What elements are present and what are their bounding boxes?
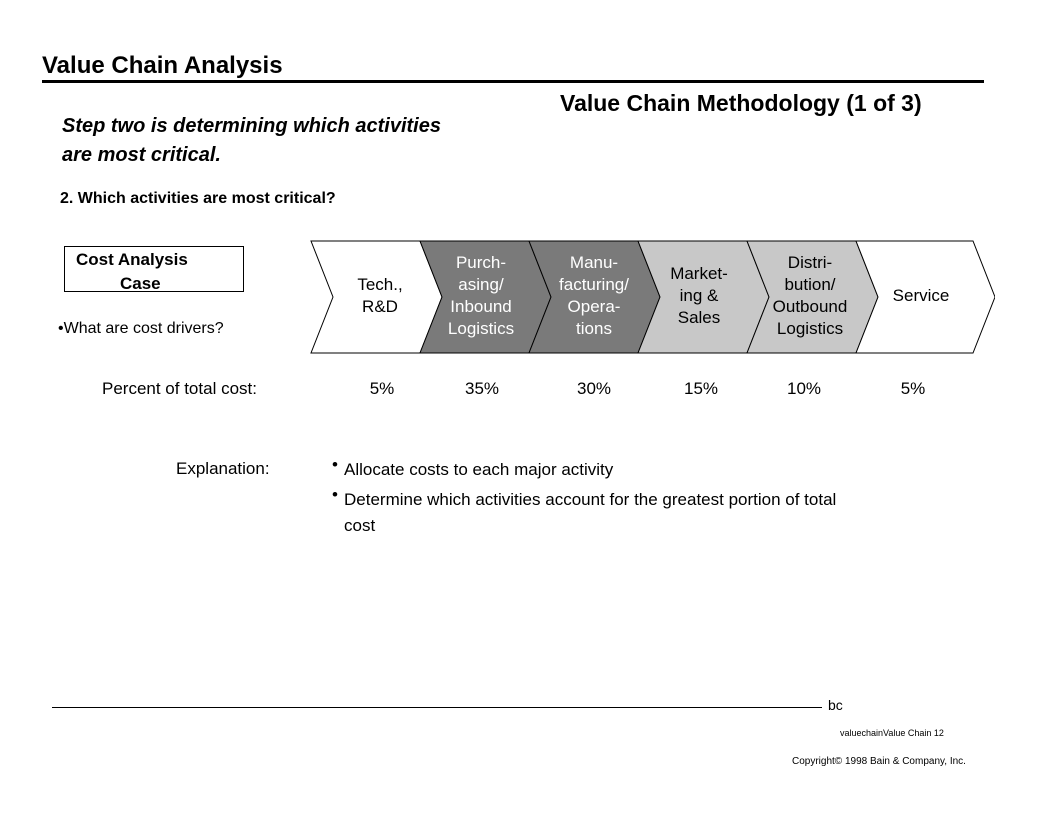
lead-line-1: Step two is determining which activities (62, 115, 441, 137)
footer-mark: bc (828, 697, 843, 713)
lead-line-2: are most critical. (62, 144, 221, 166)
value-chain-arrows (310, 240, 996, 354)
cost-drivers-bullet: •What are cost drivers? (58, 320, 224, 337)
activity-chevron (855, 240, 996, 354)
percent-value: 5% (369, 379, 395, 398)
bullet-dot: • (332, 455, 338, 474)
activity-label: Tech., R&D (357, 275, 403, 316)
activity-label: Manu-facturing/Opera-tions (559, 253, 629, 338)
activity-label: Service (892, 286, 950, 305)
page-subtitle: Value Chain Methodology (1 of 3) (560, 90, 922, 116)
activity-label: Purch-asing/Inbound Logistics (447, 253, 515, 338)
value-chain-diagram: Tech., R&D Purch-asing/Inbound Logistics Man… (305, 238, 996, 363)
activity-label: Distri-bution/Outbound Logistics (772, 253, 848, 338)
percent-value: 35% (464, 379, 500, 398)
footer-page-ref: valuechainValue Chain 12 (840, 728, 944, 738)
activity-label: Market-ing & Sales (670, 264, 728, 327)
footer-divider (52, 707, 822, 708)
case-box-line-2: Case (120, 274, 161, 293)
page-title: Value Chain Analysis (42, 52, 283, 79)
percent-value: 5% (900, 379, 926, 398)
case-box (64, 246, 244, 292)
explanation-label: Explanation: (176, 459, 270, 478)
explanation-bullet-1: Allocate costs to each major activity (344, 460, 614, 479)
footer-copyright: Copyright© 1998 Bain & Company, Inc. (792, 756, 966, 767)
title-divider (42, 80, 984, 83)
explanation-bullet-2: Determine which activities account for t… (344, 490, 837, 535)
lead-statement: Step two is determining which activities… (62, 112, 441, 170)
percent-value: 15% (683, 379, 719, 398)
percent-label: Percent of total cost: (102, 379, 257, 398)
step-question: 2. Which activities are most critical? (60, 190, 336, 207)
percent-value: 30% (576, 379, 612, 398)
percent-value: 10% (786, 379, 822, 398)
bullet-dot: • (332, 485, 338, 504)
case-box-line-1: Cost Analysis (76, 250, 188, 269)
